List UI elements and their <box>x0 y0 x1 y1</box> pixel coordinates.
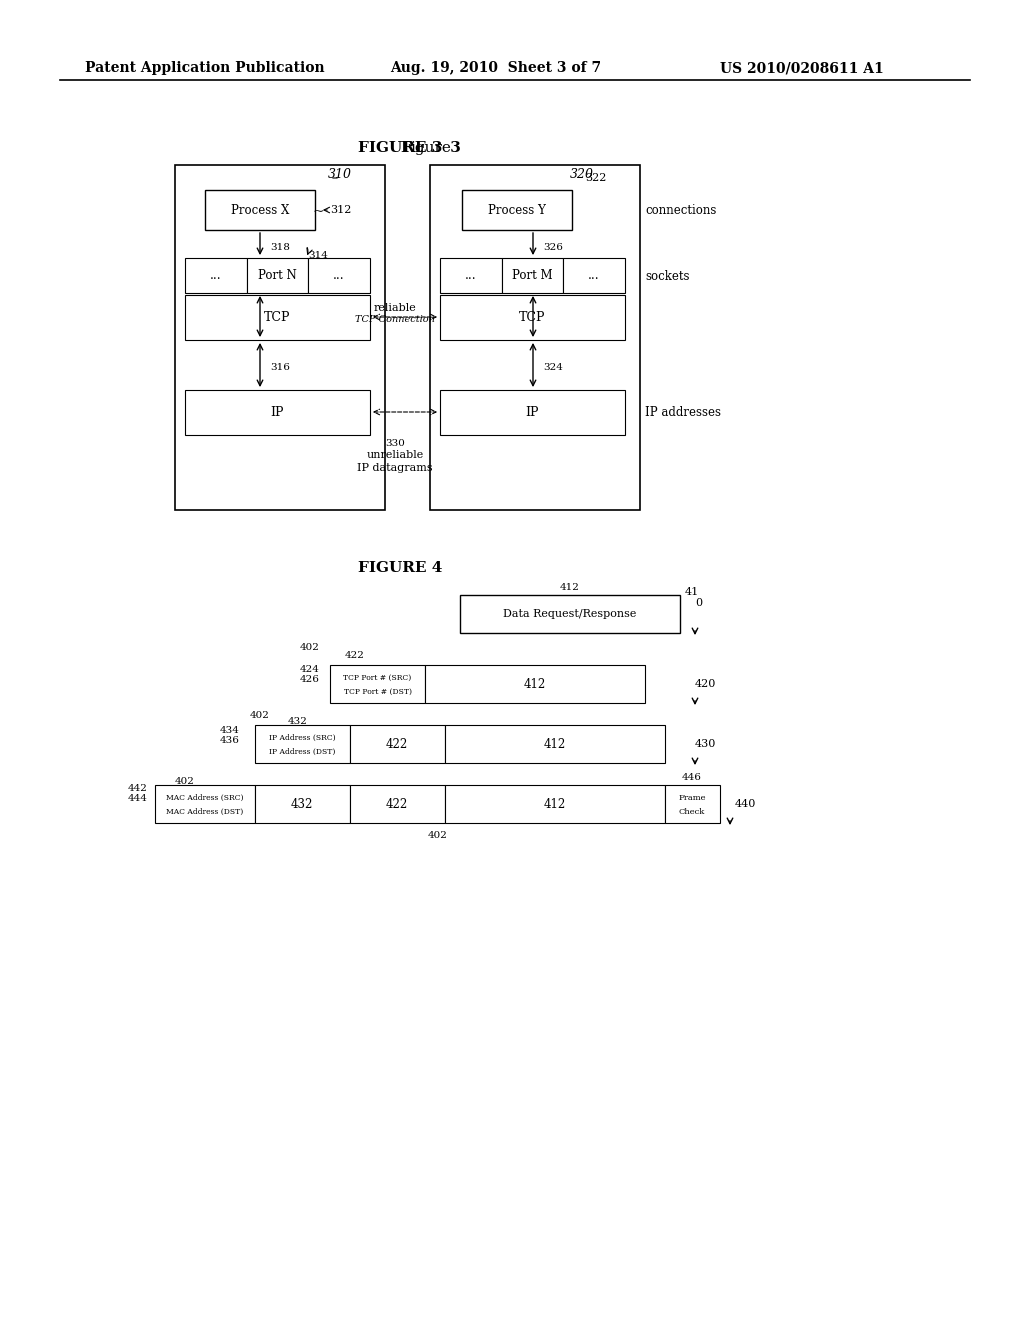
Text: Port N: Port N <box>258 269 297 282</box>
Text: 314: 314 <box>308 251 328 260</box>
Text: ...: ... <box>334 269 345 282</box>
FancyBboxPatch shape <box>350 725 445 763</box>
Text: 402: 402 <box>175 777 195 785</box>
Text: IP datagrams: IP datagrams <box>357 463 433 473</box>
Text: 316: 316 <box>270 363 290 372</box>
Text: 422: 422 <box>386 738 409 751</box>
FancyBboxPatch shape <box>255 725 350 763</box>
FancyBboxPatch shape <box>665 785 720 822</box>
Text: 320: 320 <box>570 169 594 181</box>
FancyBboxPatch shape <box>502 257 563 293</box>
Text: ...: ... <box>210 269 221 282</box>
Text: connections: connections <box>645 203 717 216</box>
Text: 312: 312 <box>330 205 351 215</box>
Text: ~: ~ <box>313 205 325 219</box>
Text: TCP Port # (SRC): TCP Port # (SRC) <box>343 675 412 682</box>
Text: IP addresses: IP addresses <box>645 405 721 418</box>
Text: TCP: TCP <box>519 312 546 323</box>
Text: 330: 330 <box>385 438 404 447</box>
Text: 424: 424 <box>300 665 319 675</box>
Text: Port M: Port M <box>512 269 553 282</box>
FancyBboxPatch shape <box>185 389 370 436</box>
FancyBboxPatch shape <box>205 190 315 230</box>
Text: 430: 430 <box>695 739 717 748</box>
Text: Process Y: Process Y <box>488 203 546 216</box>
FancyBboxPatch shape <box>563 257 625 293</box>
Text: 402: 402 <box>300 643 319 652</box>
Text: 322: 322 <box>585 173 606 183</box>
Text: 326: 326 <box>543 243 563 252</box>
FancyBboxPatch shape <box>445 785 665 822</box>
Text: TCP: TCP <box>264 312 291 323</box>
Text: Check: Check <box>679 808 706 816</box>
Text: TCP Port # (DST): TCP Port # (DST) <box>343 688 412 696</box>
FancyBboxPatch shape <box>308 257 370 293</box>
Text: 426: 426 <box>300 675 319 684</box>
Text: 446: 446 <box>682 774 701 781</box>
Text: 432: 432 <box>291 797 313 810</box>
Text: 412: 412 <box>544 738 566 751</box>
FancyBboxPatch shape <box>460 595 680 634</box>
Text: Patent Application Publication: Patent Application Publication <box>85 61 325 75</box>
FancyBboxPatch shape <box>175 165 385 510</box>
FancyBboxPatch shape <box>440 389 625 436</box>
Text: Process X: Process X <box>230 203 289 216</box>
FancyBboxPatch shape <box>445 725 665 763</box>
FancyBboxPatch shape <box>255 785 350 822</box>
FancyBboxPatch shape <box>330 665 425 704</box>
FancyBboxPatch shape <box>462 190 572 230</box>
Text: 3: 3 <box>445 141 461 154</box>
Text: 420: 420 <box>695 678 717 689</box>
Text: unreliable: unreliable <box>367 450 424 459</box>
Text: 422: 422 <box>345 651 365 660</box>
Text: MAC Address (DST): MAC Address (DST) <box>166 808 244 816</box>
Text: 41: 41 <box>685 587 699 597</box>
Text: Data Request/Response: Data Request/Response <box>504 609 637 619</box>
Text: IP: IP <box>270 407 285 418</box>
FancyBboxPatch shape <box>430 165 640 510</box>
Text: 412: 412 <box>544 797 566 810</box>
Text: 412: 412 <box>560 583 580 591</box>
Text: sockets: sockets <box>645 269 689 282</box>
FancyBboxPatch shape <box>185 257 247 293</box>
Text: TCP Connection: TCP Connection <box>355 315 435 325</box>
Text: US 2010/0208611 A1: US 2010/0208611 A1 <box>720 61 884 75</box>
Text: 310: 310 <box>328 169 352 181</box>
Text: reliable: reliable <box>374 304 417 313</box>
Text: FIGURE 3: FIGURE 3 <box>357 141 442 154</box>
Text: IP: IP <box>525 407 540 418</box>
FancyBboxPatch shape <box>155 785 255 822</box>
Text: IP Address (SRC): IP Address (SRC) <box>269 734 336 742</box>
Text: IP Address (DST): IP Address (DST) <box>269 747 336 755</box>
Text: 402: 402 <box>428 832 447 840</box>
FancyBboxPatch shape <box>247 257 308 293</box>
FancyBboxPatch shape <box>440 294 625 341</box>
FancyBboxPatch shape <box>440 257 502 293</box>
Text: 442: 442 <box>128 784 148 793</box>
Text: 0: 0 <box>695 598 702 609</box>
Text: Frame: Frame <box>678 795 706 803</box>
FancyBboxPatch shape <box>425 665 645 704</box>
Text: 318: 318 <box>270 243 290 252</box>
Text: MAC Address (SRC): MAC Address (SRC) <box>166 795 244 803</box>
Text: F: F <box>400 141 411 154</box>
FancyBboxPatch shape <box>185 294 370 341</box>
FancyBboxPatch shape <box>350 785 445 822</box>
Text: Aug. 19, 2010  Sheet 3 of 7: Aug. 19, 2010 Sheet 3 of 7 <box>390 61 601 75</box>
Text: ...: ... <box>465 269 476 282</box>
Text: 402: 402 <box>250 711 270 719</box>
Text: 436: 436 <box>220 737 240 744</box>
Text: 444: 444 <box>128 795 148 803</box>
Text: igure: igure <box>410 141 451 154</box>
Text: 432: 432 <box>288 717 308 726</box>
Text: 324: 324 <box>543 363 563 372</box>
Text: ...: ... <box>589 269 600 282</box>
Text: FIGURE 4: FIGURE 4 <box>357 561 442 576</box>
Text: 422: 422 <box>386 797 409 810</box>
Text: 434: 434 <box>220 726 240 735</box>
Text: 412: 412 <box>524 677 546 690</box>
Text: 440: 440 <box>735 799 757 809</box>
